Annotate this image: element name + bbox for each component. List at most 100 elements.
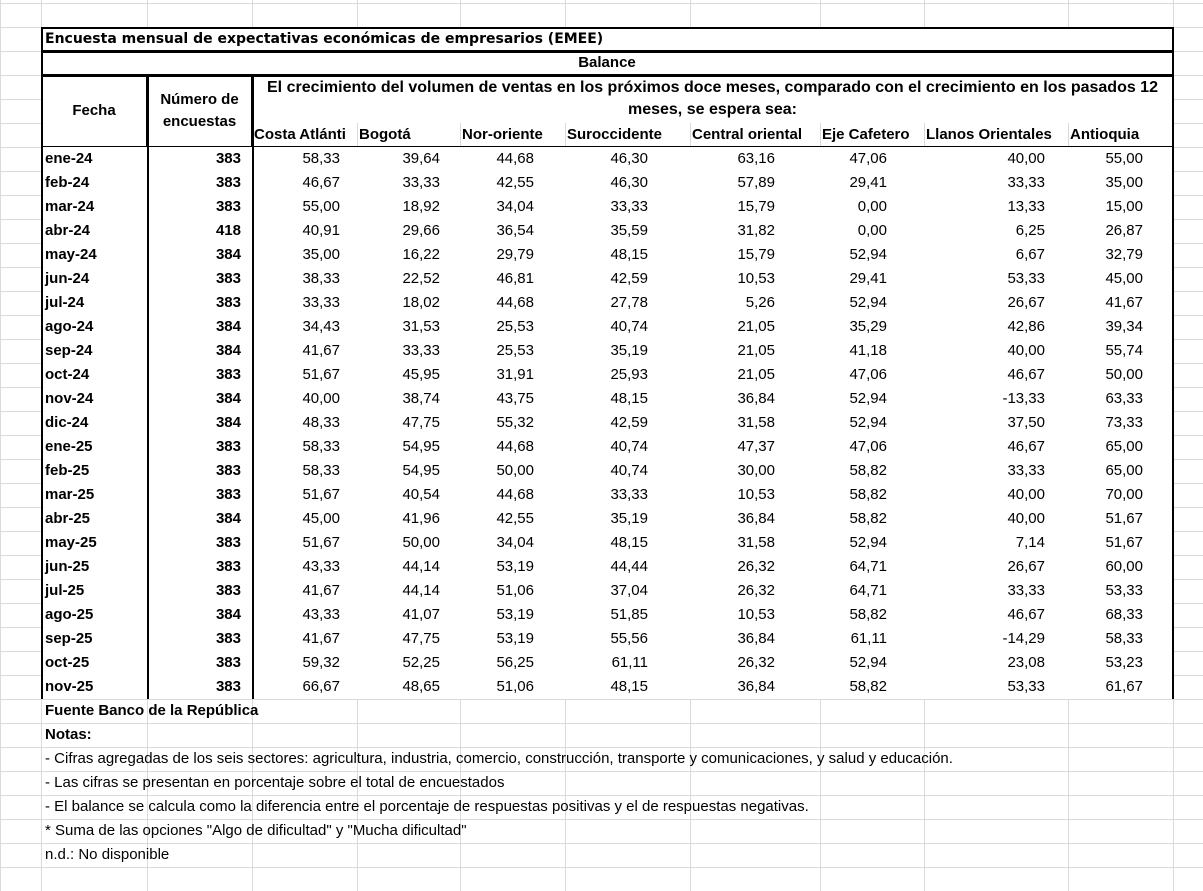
value-cell: 44,14: [357, 579, 460, 604]
value-cell: 42,86: [924, 315, 1068, 340]
value-cell: 36,54: [460, 219, 565, 244]
value-cell: 31,82: [690, 219, 820, 244]
value-cell: 48,15: [565, 675, 690, 700]
value-cell: 33,33: [924, 579, 1068, 604]
group-header: Balance: [41, 51, 1173, 75]
value-cell: 10,53: [690, 267, 820, 292]
value-cell: 35,19: [565, 507, 690, 532]
count-cell: 383: [147, 579, 252, 604]
date-cell: abr-24: [41, 219, 147, 244]
value-cell: 39,64: [357, 147, 460, 172]
value-cell: 52,94: [820, 531, 924, 556]
value-cell: 31,53: [357, 315, 460, 340]
notes-title: Notas:: [45, 726, 92, 743]
count-cell: 383: [147, 531, 252, 556]
value-cell: 44,44: [565, 555, 690, 580]
value-cell: 5,26: [690, 291, 820, 316]
count-cell: 383: [147, 627, 252, 652]
note: * Suma de las opciones "Algo de dificult…: [45, 822, 467, 839]
value-cell: 40,00: [924, 339, 1068, 364]
border: [252, 146, 1173, 148]
border: [41, 50, 1173, 52]
value-cell: 35,19: [565, 339, 690, 364]
value-cell: 27,78: [565, 291, 690, 316]
value-cell: 25,93: [565, 363, 690, 388]
value-cell: 53,19: [460, 603, 565, 628]
count-cell: 383: [147, 651, 252, 676]
value-cell: 44,68: [460, 435, 565, 460]
value-cell: 41,67: [252, 579, 357, 604]
value-cell: 13,33: [924, 195, 1068, 220]
value-cell: 40,54: [357, 483, 460, 508]
count-cell: 418: [147, 219, 252, 244]
value-cell: 58,82: [820, 603, 924, 628]
value-cell: 16,22: [357, 243, 460, 268]
date-cell: dic-24: [41, 411, 147, 436]
value-cell: 61,67: [1068, 675, 1173, 700]
border: [41, 75, 43, 147]
count-cell: 383: [147, 171, 252, 196]
value-cell: 33,33: [357, 171, 460, 196]
value-cell: 38,74: [357, 387, 460, 412]
value-cell: 7,14: [924, 531, 1068, 556]
value-cell: 51,67: [252, 363, 357, 388]
date-cell: jun-24: [41, 267, 147, 292]
value-cell: 65,00: [1068, 459, 1173, 484]
value-cell: 52,94: [820, 387, 924, 412]
value-cell: 15,00: [1068, 195, 1173, 220]
value-cell: 52,94: [820, 651, 924, 676]
value-cell: 34,04: [460, 195, 565, 220]
value-cell: 40,74: [565, 459, 690, 484]
note: - Las cifras se presentan en porcentaje …: [45, 774, 505, 791]
value-cell: 21,05: [690, 363, 820, 388]
grid-line: [0, 747, 1203, 748]
grid-line: [357, 123, 358, 147]
value-cell: 58,33: [252, 435, 357, 460]
date-cell: may-25: [41, 531, 147, 556]
value-cell: 51,67: [1068, 507, 1173, 532]
value-cell: 54,95: [357, 435, 460, 460]
value-cell: 46,30: [565, 147, 690, 172]
region-header: Nor-oriente: [460, 123, 565, 147]
value-cell: -14,29: [924, 627, 1068, 652]
value-cell: 45,00: [252, 507, 357, 532]
value-cell: 47,06: [820, 435, 924, 460]
value-cell: 21,05: [690, 315, 820, 340]
value-cell: 33,33: [357, 339, 460, 364]
value-cell: 55,56: [565, 627, 690, 652]
grid-line: [924, 123, 925, 147]
border: [147, 147, 149, 699]
grid-line: [0, 843, 1203, 844]
value-cell: 53,33: [924, 267, 1068, 292]
count-cell: 383: [147, 459, 252, 484]
value-cell: 21,05: [690, 339, 820, 364]
value-cell: 40,91: [252, 219, 357, 244]
value-cell: 52,94: [820, 243, 924, 268]
value-cell: 55,00: [1068, 147, 1173, 172]
value-cell: 30,00: [690, 459, 820, 484]
border: [1172, 75, 1174, 148]
value-cell: 73,33: [1068, 411, 1173, 436]
value-cell: 40,00: [924, 507, 1068, 532]
value-cell: 46,67: [924, 363, 1068, 388]
value-cell: 47,06: [820, 147, 924, 172]
count-cell: 383: [147, 363, 252, 388]
date-cell: feb-25: [41, 459, 147, 484]
date-cell: nov-24: [41, 387, 147, 412]
value-cell: 41,67: [252, 339, 357, 364]
value-cell: 26,32: [690, 651, 820, 676]
value-cell: 35,29: [820, 315, 924, 340]
border: [41, 74, 1173, 76]
value-cell: 55,32: [460, 411, 565, 436]
value-cell: 56,25: [460, 651, 565, 676]
value-cell: 35,00: [252, 243, 357, 268]
date-cell: jul-24: [41, 291, 147, 316]
value-cell: 15,79: [690, 243, 820, 268]
date-cell: abr-25: [41, 507, 147, 532]
column-header: Fecha: [41, 75, 147, 147]
value-cell: 33,33: [565, 483, 690, 508]
value-cell: 33,33: [565, 195, 690, 220]
grid-line: [0, 795, 1203, 796]
border: [41, 51, 43, 75]
value-cell: 40,74: [565, 435, 690, 460]
